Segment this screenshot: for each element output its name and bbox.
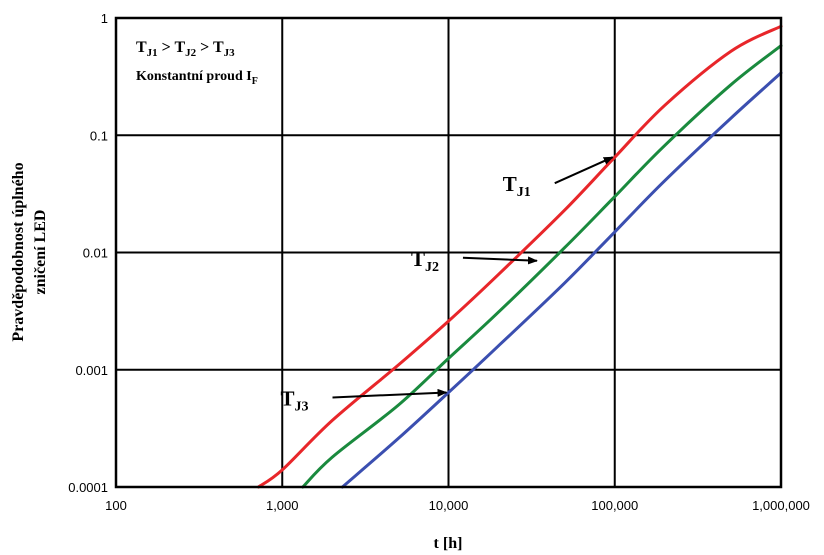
x-tick-label: 100,000: [591, 498, 638, 513]
annotation-arrow-j1: [554, 156, 614, 185]
series-line-tj1: [257, 24, 783, 489]
series-annotations: TJ1 TJ2 TJ3: [281, 156, 614, 414]
x-tick-label: 1,000: [266, 498, 299, 513]
x-axis-title: t [h]: [434, 535, 463, 552]
y-axis-title-line1: Pravděpodobnost úplného: [10, 162, 27, 341]
legend-line1: TJ1 > TJ2 > TJ3: [136, 39, 235, 59]
plot-area-frame: [114, 16, 783, 489]
legend-line2: Konstantní proud IF: [136, 69, 258, 87]
grid: [116, 18, 781, 487]
annotation-arrow-j3: [332, 388, 448, 399]
y-axis-title: Pravděpodobnost úplného zničení LED: [10, 162, 49, 341]
series-lines: [257, 24, 783, 489]
y-axis-title-line2: zničení LED: [32, 210, 49, 295]
x-tick-label: 100: [105, 498, 127, 513]
y-tick-label: 0.1: [90, 128, 108, 143]
annotation-j2: TJ2: [411, 247, 439, 275]
annotation-j1: TJ1: [503, 172, 531, 200]
annotation-arrow-j2: [462, 256, 538, 265]
x-axis-ticks: 100 1,000 10,000 100,000 1,000,000: [105, 498, 810, 513]
legend-text: TJ1 > TJ2 > TJ3 Konstantní proud IF: [136, 39, 258, 87]
y-tick-label: 1: [101, 11, 108, 26]
annotation-j3: TJ3: [281, 386, 309, 414]
series-line-tj3: [340, 71, 783, 489]
y-tick-label: 0.01: [83, 246, 108, 261]
y-tick-label: 0.001: [75, 363, 108, 378]
y-tick-label: 0.0001: [68, 480, 108, 495]
x-tick-label: 10,000: [429, 498, 469, 513]
series-line-tj2: [301, 44, 783, 489]
x-tick-label: 1,000,000: [752, 498, 810, 513]
y-axis-ticks: 0.0001 0.001 0.01 0.1 1: [68, 11, 108, 495]
